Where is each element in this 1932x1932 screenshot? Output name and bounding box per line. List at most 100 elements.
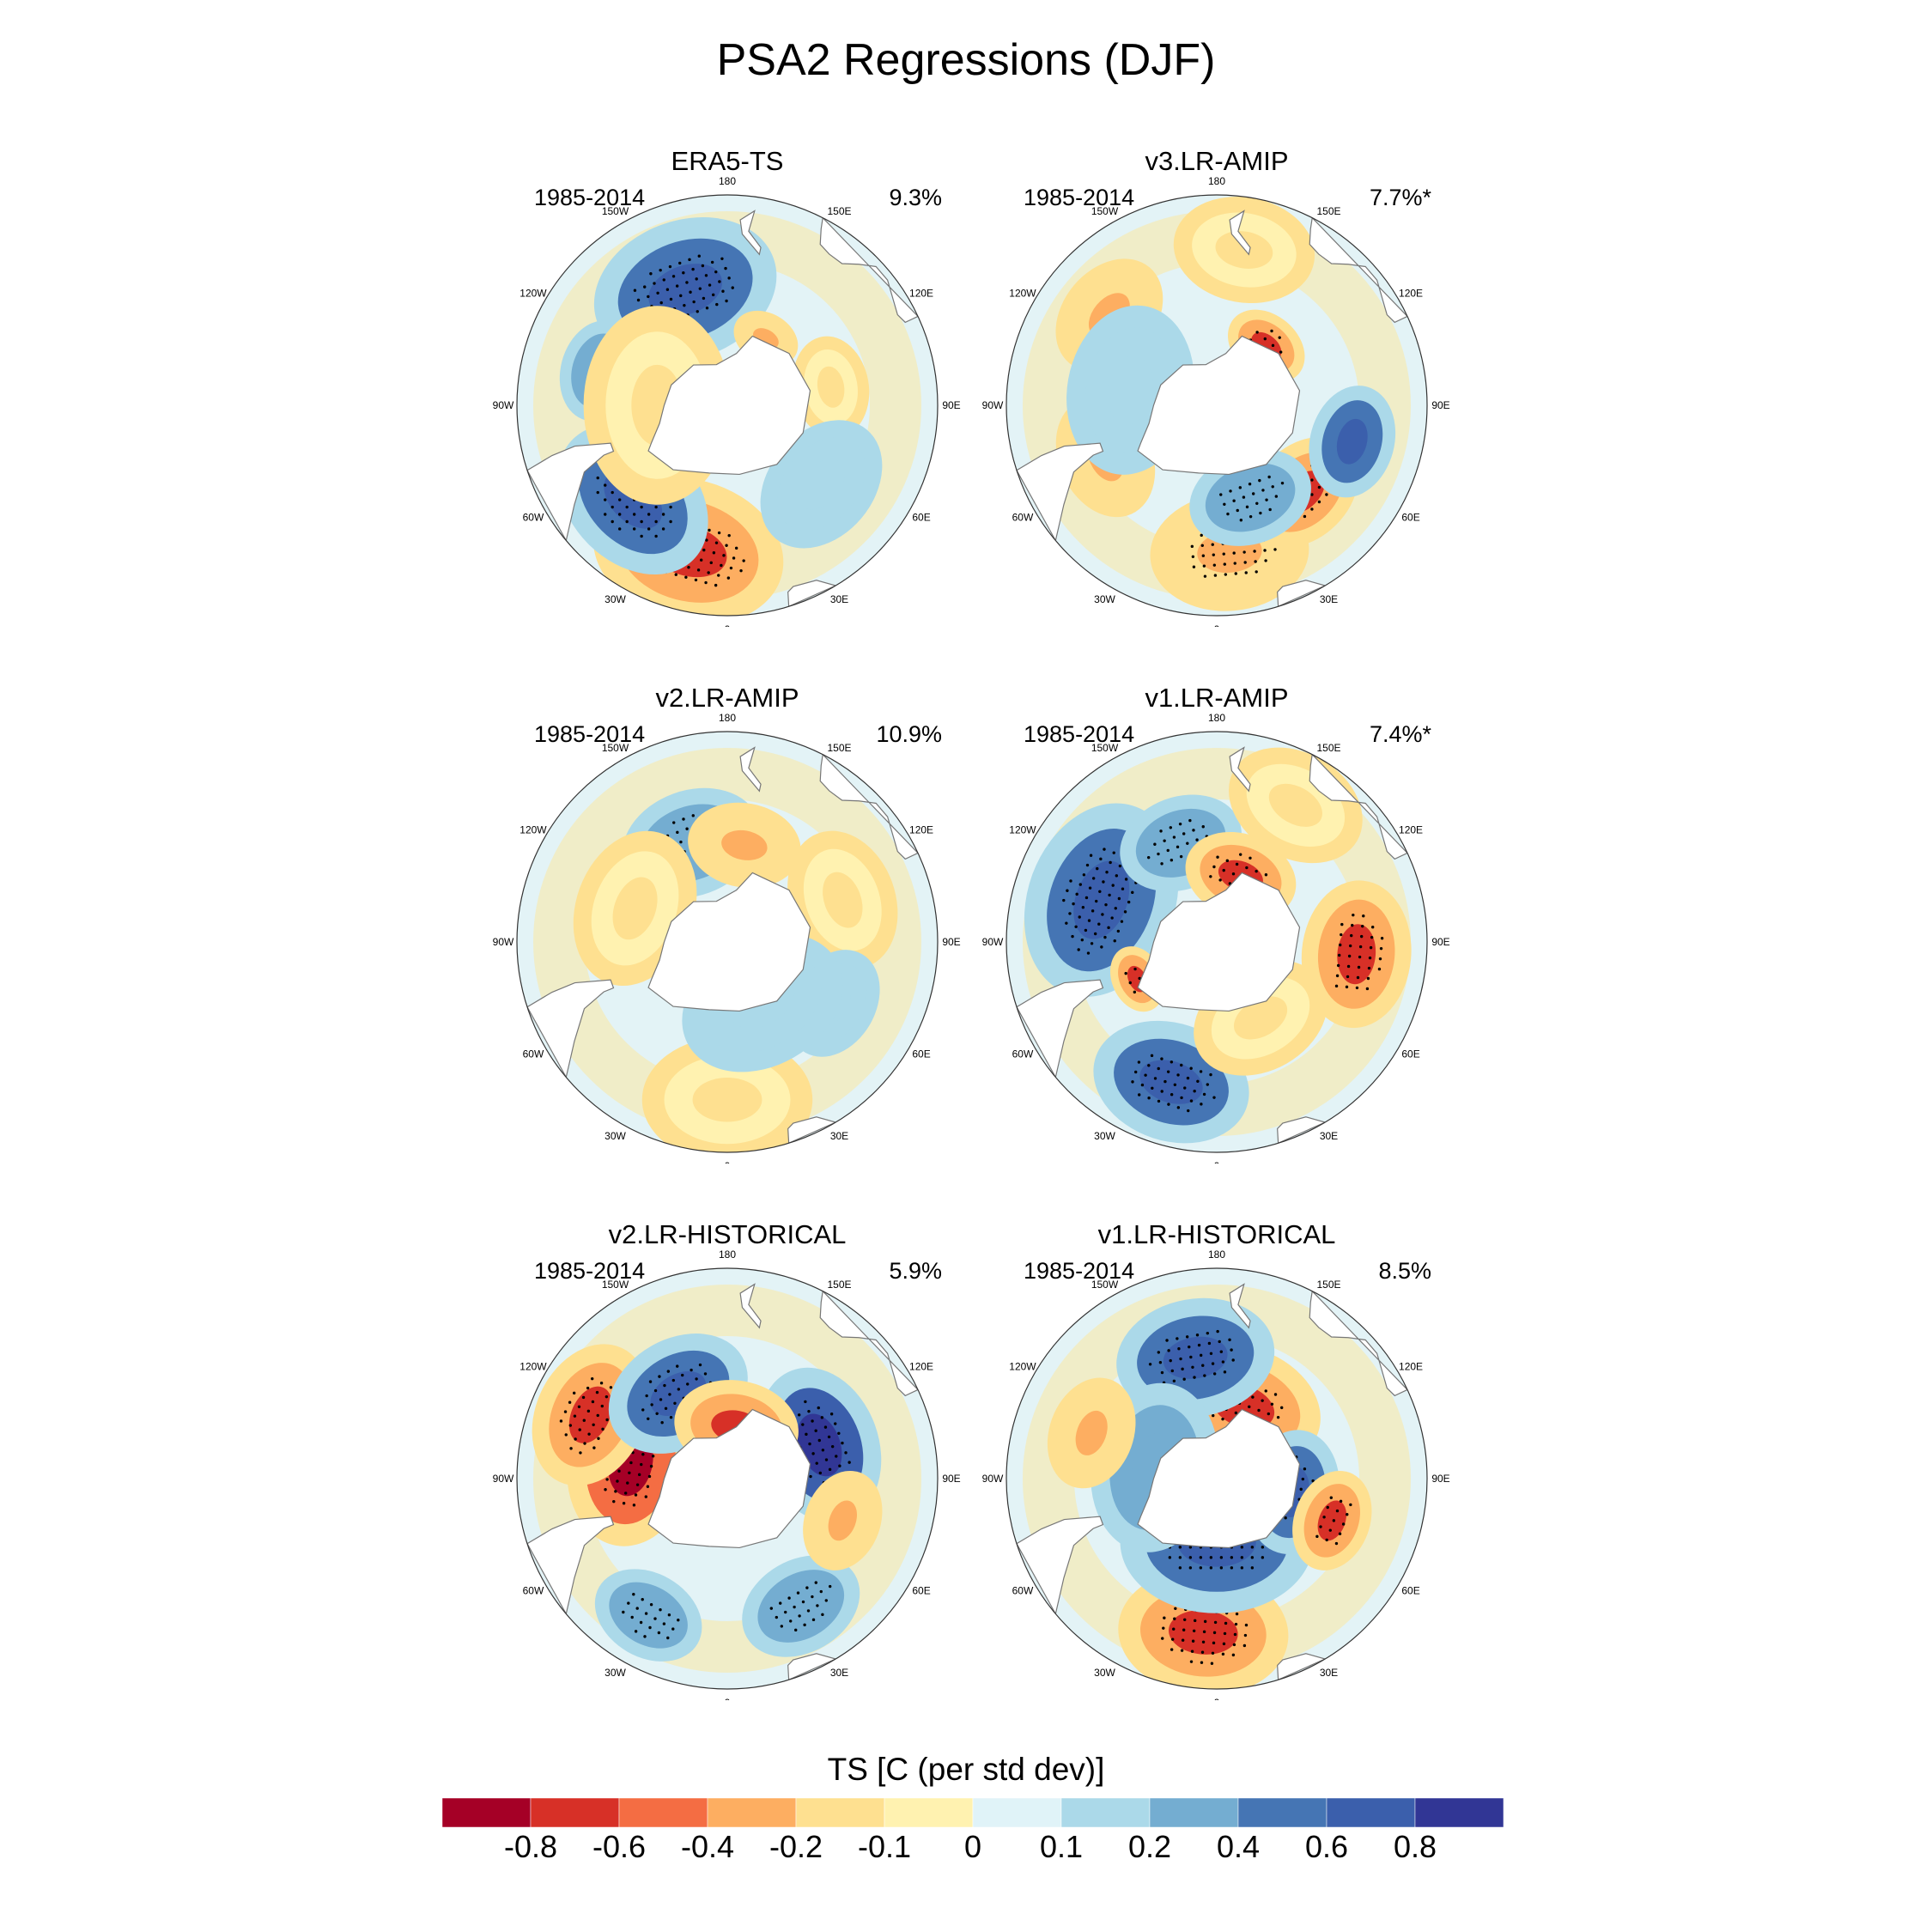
africa-landmass: [787, 1653, 837, 1681]
colorbar-tick-label: -0.8: [503, 1829, 558, 1864]
significance-stipple: [1334, 913, 1384, 991]
lon-tick-label: 120E: [1399, 288, 1423, 300]
colorbar: [442, 1798, 1504, 1827]
panel-percent: 8.5%: [1378, 1258, 1431, 1284]
lon-tick-label: 120W: [1009, 288, 1036, 300]
antarctica-landmass: [1137, 1408, 1301, 1549]
lon-tick-label: 0: [1214, 623, 1220, 627]
lon-tick-label: 30W: [605, 1667, 626, 1679]
africa-landmass: [787, 580, 837, 608]
lon-tick-label: 180: [1208, 712, 1225, 724]
colorbar-tick-label: -0.6: [592, 1829, 647, 1864]
lon-tick-label: 30E: [830, 1667, 848, 1679]
new-zealand-landmass: [739, 210, 762, 256]
panel-era5-ts: ERA5-TS 1985-2014 9.3% 0 30E 60E 90E 120E 150…: [453, 146, 1002, 627]
panel-period: 1985-2014: [1024, 1258, 1135, 1284]
africa-landmass: [1277, 580, 1327, 608]
polar-map: 0 30E 60E 90E 120E 150E 180 150W 120W 90W 60W 30W: [982, 175, 1450, 627]
new-zealand-landmass: [1229, 1283, 1251, 1329]
colorbar-tick-label: 0: [963, 1829, 982, 1864]
south-america-landmass: [526, 1516, 615, 1616]
figure-title: PSA2 Regressions (DJF): [716, 35, 1216, 85]
lon-tick-label: 150E: [1316, 1279, 1340, 1291]
lon-tick-label: 180: [1208, 175, 1225, 187]
panel-title: v3.LR-AMIP: [1145, 146, 1289, 176]
lon-tick-label: 60E: [912, 512, 930, 524]
anomaly-core: [1317, 1500, 1347, 1541]
lon-tick-label: 150E: [1316, 742, 1340, 754]
anomaly-core: [1215, 231, 1273, 269]
lon-tick-label: 90E: [942, 1473, 960, 1485]
significance-stipple: [1131, 1054, 1216, 1113]
lon-tick-label: 180: [719, 1249, 736, 1261]
lon-tick-label: 90W: [982, 936, 1004, 948]
lon-tick-label: 120W: [519, 824, 547, 836]
lon-tick-label: 90E: [942, 399, 960, 411]
south-america-landmass: [1016, 442, 1104, 543]
anomaly-core: [1337, 924, 1376, 985]
africa-landmass: [1277, 1116, 1327, 1145]
significance-stipple: [1148, 1329, 1235, 1385]
anomaly-core: [1075, 1410, 1108, 1455]
colorbar-title: TS [C (per std dev)]: [827, 1752, 1105, 1787]
anomaly-core: [828, 1500, 858, 1541]
colorbar-box: [972, 1798, 1062, 1827]
panel-title: ERA5-TS: [671, 146, 784, 176]
lon-tick-label: 150E: [827, 1279, 851, 1291]
lon-tick-label: 180: [719, 175, 736, 187]
map-boundary: [516, 194, 939, 617]
south-america-landmass: [526, 442, 615, 543]
lon-tick-label: 0: [1214, 1697, 1220, 1700]
colorbar-box: [1149, 1798, 1239, 1827]
lon-tick-label: 90W: [982, 1473, 1004, 1485]
colorbar-tick-label: 0.6: [1304, 1829, 1349, 1864]
panel-period: 1985-2014: [534, 185, 646, 210]
significance-stipple: [1315, 1496, 1352, 1546]
map-boundary: [1005, 1267, 1428, 1690]
africa-landmass: [1277, 1653, 1327, 1681]
colorbar-tick-label: 0.2: [1127, 1829, 1172, 1864]
lon-tick-label: 60E: [1401, 1585, 1419, 1597]
lon-tick-label: 180: [719, 712, 736, 724]
polar-map: 0 30E 60E 90E 120E 150E 180 150W 120W 90W 60W 30W: [493, 712, 961, 1163]
colorbar-tick-label: 0.8: [1393, 1829, 1437, 1864]
anomaly-core: [1336, 418, 1368, 465]
lon-tick-label: 120E: [1399, 824, 1423, 836]
lon-tick-label: 60W: [523, 1048, 544, 1060]
colorbar-box: [1237, 1798, 1327, 1827]
anomaly-core: [1108, 355, 1153, 425]
lon-tick-label: 60W: [523, 512, 544, 524]
lon-tick-label: 150W: [602, 1279, 629, 1291]
panel-percent: 10.9%: [876, 721, 942, 747]
australia-landmass: [819, 1290, 920, 1397]
significance-stipple: [1219, 475, 1285, 522]
lon-tick-label: 90E: [1431, 936, 1449, 948]
colorbar-tick-label: 0.4: [1216, 1829, 1261, 1864]
australia-landmass: [819, 753, 920, 860]
australia-landmass: [1309, 753, 1409, 860]
lon-tick-label: 150W: [1091, 205, 1119, 217]
lon-tick-label: 30W: [605, 1130, 626, 1142]
africa-landmass: [787, 1116, 837, 1145]
anomaly-core: [648, 264, 723, 317]
lon-tick-label: 90W: [493, 1473, 514, 1485]
panel-period: 1985-2014: [1024, 185, 1135, 210]
polar-map: 0 30E 60E 90E 120E 150E 180 150W 120W 90W 60W 30W: [493, 175, 961, 627]
new-zealand-landmass: [739, 1283, 762, 1329]
colorbar-box: [884, 1798, 974, 1827]
anomaly-core: [612, 877, 658, 940]
panel-title: v2.LR-HISTORICAL: [608, 1219, 847, 1249]
colorbar-tick-label: -0.2: [769, 1829, 823, 1864]
lon-tick-label: 120E: [909, 824, 933, 836]
anomaly-core: [798, 459, 845, 510]
map-boundary: [516, 1267, 939, 1690]
panel-period: 1985-2014: [1024, 721, 1135, 747]
map-boundary: [1005, 731, 1428, 1153]
lon-tick-label: 120E: [909, 288, 933, 300]
colorbar-box: [795, 1798, 885, 1827]
panel-percent: 7.4%*: [1369, 721, 1431, 747]
panel-percent: 9.3%: [889, 185, 942, 210]
panel-title: v2.LR-AMIP: [655, 683, 799, 713]
colorbar-box: [707, 1798, 797, 1827]
new-zealand-landmass: [1229, 746, 1251, 793]
